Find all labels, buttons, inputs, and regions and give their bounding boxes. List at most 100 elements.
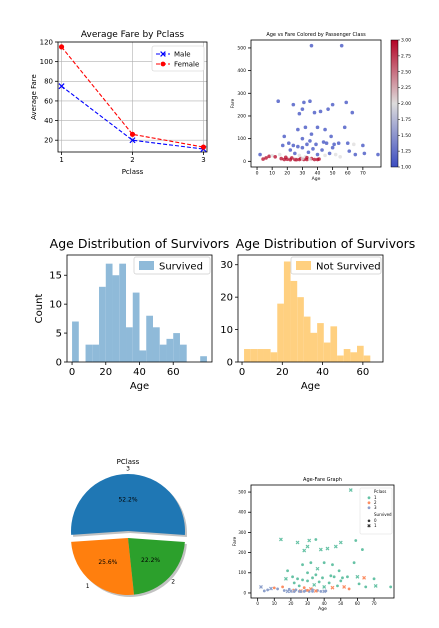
data-point xyxy=(305,544,310,549)
data-point xyxy=(330,102,335,107)
histogram-bar xyxy=(92,344,100,362)
legend-label: Male xyxy=(174,51,191,59)
data-point xyxy=(273,154,277,159)
x-tick-label: 10 xyxy=(272,601,278,606)
x-tick-label: 40 xyxy=(316,367,329,378)
histogram-bar xyxy=(263,349,271,362)
data-point xyxy=(264,156,268,160)
data-point xyxy=(259,584,263,589)
data-point-male xyxy=(129,137,136,144)
data-point xyxy=(361,548,364,551)
data-point xyxy=(294,157,299,162)
x-tick-label: 60 xyxy=(355,601,361,606)
data-point xyxy=(320,148,324,152)
y-tick-label: 0 xyxy=(243,590,246,595)
data-point xyxy=(261,157,265,161)
data-point xyxy=(306,579,309,583)
data-point xyxy=(389,585,393,589)
x-tick-label: 2 xyxy=(130,156,134,164)
data-point-female xyxy=(58,44,65,50)
data-point xyxy=(306,150,311,155)
x-tick-label: 70 xyxy=(360,171,366,177)
x-tick-label: 1 xyxy=(59,156,63,164)
data-point xyxy=(262,589,266,593)
data-point xyxy=(341,576,344,580)
data-point xyxy=(258,152,262,157)
legend-marker xyxy=(160,51,166,57)
data-point xyxy=(305,142,309,147)
data-point xyxy=(297,584,301,588)
data-point xyxy=(330,145,335,150)
data-point xyxy=(267,154,271,159)
data-point xyxy=(266,588,270,592)
data-point xyxy=(364,585,368,589)
data-point xyxy=(315,157,320,162)
data-point xyxy=(296,144,300,149)
data-point xyxy=(318,547,323,552)
data-point xyxy=(280,143,285,148)
data-point xyxy=(355,574,360,579)
axes-frame xyxy=(66,254,213,363)
x-axis-label: Age xyxy=(318,606,327,612)
data-point xyxy=(332,575,336,579)
pie-chart-pclass: 52.2% 3 25.6% 1 22.2% 2 PClass xyxy=(71,458,188,597)
colorbar-tick-label: 1.75 xyxy=(401,117,411,123)
histogram-bar xyxy=(290,280,298,362)
data-point xyxy=(270,153,274,158)
y-tick-label: 30 xyxy=(220,260,233,271)
data-point xyxy=(325,546,330,551)
y-tick-label: 60 xyxy=(44,97,53,105)
data-point xyxy=(347,587,351,591)
data-point xyxy=(302,100,306,105)
data-point xyxy=(285,157,290,162)
y-tick-label: 10 xyxy=(220,325,233,336)
x-tick-label: 3 xyxy=(201,156,205,164)
legend-label: 3 xyxy=(374,505,377,510)
data-point xyxy=(308,139,312,143)
data-point xyxy=(291,575,294,579)
data-point xyxy=(309,43,314,48)
y-tick-label: 300 xyxy=(238,530,246,535)
histogram-bar xyxy=(297,297,304,362)
y-tick-label: 40 xyxy=(44,117,53,125)
data-point xyxy=(314,538,318,541)
colorbar-tick-label: 1.00 xyxy=(401,165,411,171)
y-tick-label: 100 xyxy=(238,570,246,575)
data-point xyxy=(344,100,349,105)
histogram-bar xyxy=(200,356,207,362)
x-axis-label: Age xyxy=(312,176,321,182)
data-point xyxy=(314,573,318,577)
legend-title: Pclass xyxy=(374,489,386,494)
data-point xyxy=(293,151,297,156)
x-tick-label: 0 xyxy=(69,367,75,378)
data-point xyxy=(300,156,305,161)
data-point xyxy=(309,561,313,565)
plot-area xyxy=(251,40,381,167)
legend-label: Female xyxy=(174,61,199,69)
data-point xyxy=(353,152,358,157)
data-point xyxy=(315,125,320,130)
y-tick-label: 15 xyxy=(49,271,62,282)
data-point xyxy=(302,548,307,553)
data-point xyxy=(283,576,288,581)
x-tick-label: 20 xyxy=(284,171,290,177)
histogram-bar xyxy=(270,352,278,362)
data-point xyxy=(303,125,308,130)
legend-box xyxy=(359,487,393,535)
legend-label: 2 xyxy=(374,500,377,505)
data-point xyxy=(292,590,296,593)
series-line-female xyxy=(61,46,204,148)
colorbar-tick-label: 2.25 xyxy=(401,85,411,91)
data-point xyxy=(321,576,324,580)
y-tick-label: 400 xyxy=(237,68,246,74)
data-point xyxy=(333,152,338,157)
data-point xyxy=(351,142,356,147)
y-axis-label: Fare xyxy=(230,99,236,109)
data-point xyxy=(281,585,284,589)
data-point xyxy=(296,127,300,132)
data-point xyxy=(288,589,293,594)
x-tick-label: 60 xyxy=(356,367,369,378)
x-tick-label: 10 xyxy=(269,171,275,177)
histogram-bar xyxy=(173,333,180,362)
histogram-bar xyxy=(330,326,338,362)
